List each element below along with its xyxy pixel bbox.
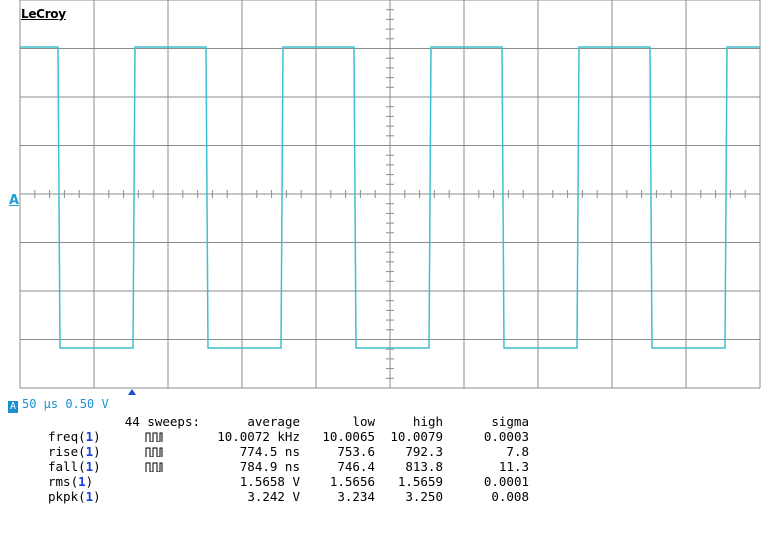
measurement-high: 3.250	[405, 489, 443, 504]
parameter-channel: 1	[85, 444, 94, 459]
graticule-center-ticks	[19, 0, 746, 379]
measurement-parameter: rms(1)	[48, 474, 93, 489]
parameter-name: pkpk(	[48, 489, 86, 504]
measurement-average: 10.0072 kHz	[217, 429, 300, 444]
measurement-row[interactable]: fall(1) 784.9 ns 746.4 813.8 11.3	[0, 459, 560, 474]
measurement-sigma: 0.0003	[483, 429, 529, 444]
measurement-low: 1.5656	[329, 474, 375, 489]
measurement-average: 784.9 ns	[239, 459, 300, 474]
measurement-parameter: rise(1)	[48, 444, 101, 459]
measurement-row[interactable]: rise(1) 774.5 ns 753.6 792.3 7.8	[0, 444, 560, 459]
measurement-low: 746.4	[337, 459, 375, 474]
measurement-sigma: 0.0001	[483, 474, 529, 489]
pulse-train-icon	[145, 447, 163, 457]
measurement-average: 3.242 V	[247, 489, 300, 504]
parameter-channel: 1	[85, 459, 94, 474]
parameter-close: )	[85, 474, 94, 489]
timebase-label: 50 μs 0.50 V	[22, 397, 109, 411]
parameter-close: )	[93, 489, 101, 504]
header-sigma: sigma	[491, 414, 529, 429]
channel-a-level-marker[interactable]: A	[9, 193, 20, 208]
measurement-average: 1.5658 V	[239, 474, 300, 489]
scope-display	[19, 0, 761, 389]
trigger-level-arrow-icon	[128, 389, 136, 395]
header-low: low	[352, 414, 375, 429]
pulse-train-icon	[145, 432, 163, 442]
parameter-close: )	[93, 429, 101, 444]
brand-logo: LeCroy	[21, 7, 66, 21]
measurement-sigma: 11.3	[498, 459, 529, 474]
measurement-high: 813.8	[405, 459, 443, 474]
sweeps-count: 44 sweeps:	[124, 414, 200, 429]
pulse-train-icon	[145, 462, 163, 472]
header-average: average	[247, 414, 300, 429]
channel-a-icon: A	[8, 401, 18, 413]
measurement-sigma: 0.008	[491, 489, 529, 504]
measurement-low: 753.6	[337, 444, 375, 459]
parameter-close: )	[93, 459, 101, 474]
measurement-row[interactable]: freq(1) 10.0072 kHz 10.0065 10.0079 0.0003	[0, 429, 560, 444]
measurement-row[interactable]: rms(1) 1.5658 V 1.5656 1.5659 0.0001	[0, 474, 560, 489]
measurement-header-row: 44 sweeps: average low high sigma	[0, 414, 560, 429]
measurement-low: 10.0065	[322, 429, 375, 444]
parameter-channel: 1	[85, 429, 94, 444]
measurement-parameter: freq(1)	[48, 429, 101, 444]
measurement-parameter: pkpk(1)	[48, 489, 101, 504]
header-high: high	[412, 414, 443, 429]
measurement-high: 10.0079	[390, 429, 443, 444]
measurement-high: 792.3	[405, 444, 443, 459]
measurement-table: 44 sweeps: average low high sigma freq(1…	[0, 414, 762, 533]
measurement-row[interactable]: pkpk(1) 3.242 V 3.234 3.250 0.008	[0, 489, 560, 504]
measurement-low: 3.234	[337, 489, 375, 504]
parameter-name: freq(	[48, 429, 86, 444]
parameter-name: fall(	[48, 459, 86, 474]
timebase-readout[interactable]: A 50 μs 0.50 V	[8, 397, 109, 413]
parameter-channel: 1	[85, 489, 94, 504]
parameter-close: )	[93, 444, 101, 459]
parameter-name: rms(	[48, 474, 79, 489]
parameter-name: rise(	[48, 444, 86, 459]
measurement-parameter: fall(1)	[48, 459, 101, 474]
measurement-average: 774.5 ns	[239, 444, 300, 459]
channel-a-trace	[20, 46, 760, 349]
parameter-channel: 1	[78, 474, 86, 489]
measurement-sigma: 7.8	[506, 444, 529, 459]
measurement-high: 1.5659	[397, 474, 443, 489]
